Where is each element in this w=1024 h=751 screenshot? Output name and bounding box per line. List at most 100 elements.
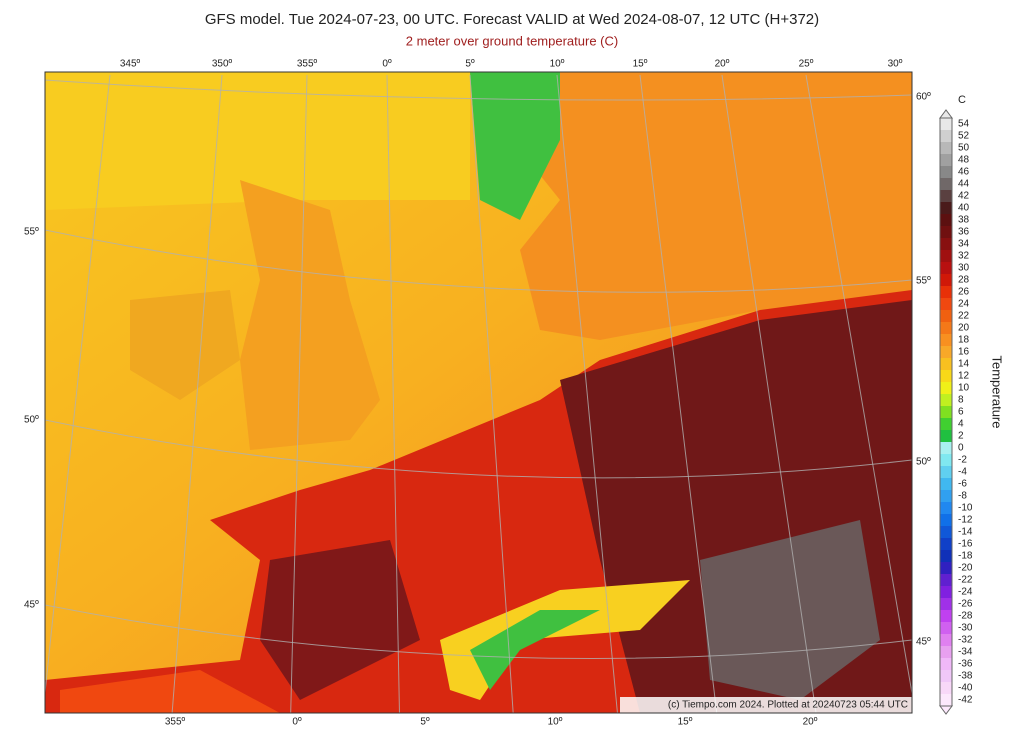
colorbar-label: 22	[958, 311, 970, 322]
colorbar-swatch	[940, 166, 952, 178]
colorbar-label: 50	[958, 143, 970, 154]
colorbar-swatch	[940, 610, 952, 622]
colorbar-swatch	[940, 286, 952, 298]
colorbar-swatch	[940, 694, 952, 706]
subtitle: 2 meter over ground temperature (C)	[406, 33, 618, 48]
colorbar-label: -38	[958, 671, 973, 682]
colorbar-swatch	[940, 598, 952, 610]
lon-label: 25º	[799, 59, 814, 70]
colorbar-unit: C	[958, 94, 966, 106]
colorbar-swatch	[940, 502, 952, 514]
colorbar-swatch	[940, 682, 952, 694]
lat-label: 45º	[24, 600, 39, 611]
colorbar-swatch	[940, 430, 952, 442]
colorbar-label: -20	[958, 563, 973, 574]
colorbar-label: 18	[958, 335, 970, 346]
colorbar-label: 20	[958, 323, 970, 334]
parallels	[45, 79, 912, 660]
meridians	[45, 74, 912, 713]
colorbar-label: 46	[958, 167, 970, 178]
france-south	[260, 540, 420, 700]
colorbar-swatch	[940, 466, 952, 478]
lat-label: 50º	[916, 457, 931, 468]
colorbar-swatch	[940, 394, 952, 406]
map-frame	[44, 71, 913, 714]
colorbar-swatch	[940, 526, 952, 538]
colorbar-swatch	[940, 226, 952, 238]
lon-label: 5º	[420, 717, 430, 728]
lon-label: 355º	[165, 717, 186, 728]
colorbar-swatch	[940, 550, 952, 562]
lon-label: 20º	[715, 59, 730, 70]
colorbar-end	[939, 705, 953, 715]
colorbar-swatch	[940, 370, 952, 382]
colorbar-label: -16	[958, 539, 973, 550]
title: GFS model. Tue 2024-07-23, 00 UTC. Forec…	[205, 11, 819, 28]
colorbar-label: -22	[958, 575, 973, 586]
colorbar-label: -26	[958, 599, 973, 610]
colorbar-swatch	[940, 658, 952, 670]
colorbar-label: 28	[958, 275, 970, 286]
colorbar-swatch	[940, 538, 952, 550]
colorbar-swatch	[940, 586, 952, 598]
colorbar-swatch	[940, 478, 952, 490]
colorbar-title: Temperature	[990, 356, 1005, 429]
colorbar-label: -6	[958, 479, 967, 490]
colorbar-swatch	[940, 634, 952, 646]
colorbar-swatch	[940, 310, 952, 322]
colorbar-swatch	[940, 382, 952, 394]
colorbar-label: -4	[958, 467, 967, 478]
lon-label: 10º	[550, 59, 565, 70]
colorbar-swatch	[940, 118, 952, 130]
colorbar-swatch	[940, 622, 952, 634]
colorbar-label: 16	[958, 347, 970, 358]
lon-label: 15º	[633, 59, 648, 70]
alps	[440, 580, 690, 700]
colorbar-label: -28	[958, 611, 973, 622]
colorbar-swatch	[940, 490, 952, 502]
colorbar-swatch	[940, 298, 952, 310]
colorbar-label: -32	[958, 635, 973, 646]
colorbar-swatch	[940, 574, 952, 586]
colorbar-label: 52	[958, 131, 970, 142]
colorbar-label: 44	[958, 179, 970, 190]
north-sea	[45, 72, 470, 210]
lon-label: 15º	[678, 717, 693, 728]
map: (c) Tiempo.com 2024. Plotted at 20240723…	[45, 72, 912, 713]
colorbar-label: 32	[958, 251, 970, 262]
colorbar-label: 24	[958, 299, 970, 310]
colorbar-swatch	[940, 202, 952, 214]
colorbar-label: -12	[958, 515, 973, 526]
colorbar-label: -14	[958, 527, 973, 538]
colorbar-swatch	[940, 142, 952, 154]
lon-label: 20º	[803, 717, 818, 728]
colorbar-label: -30	[958, 623, 973, 634]
colorbar-swatch	[940, 250, 952, 262]
colorbar-swatch	[940, 442, 952, 454]
colorbar-label: -34	[958, 647, 973, 658]
colorbar-label: -40	[958, 683, 973, 694]
colorbar-label: 0	[958, 443, 964, 454]
colorbar-swatch	[940, 322, 952, 334]
colorbar-label: -10	[958, 503, 973, 514]
hungary	[700, 520, 880, 700]
lon-label: 350º	[212, 59, 233, 70]
colorbar-swatch	[940, 238, 952, 250]
colorbar-label: 12	[958, 371, 970, 382]
colorbar-label: 10	[958, 383, 970, 394]
colorbar-label: -36	[958, 659, 973, 670]
colorbar-label: 42	[958, 191, 970, 202]
colorbar-swatch	[940, 454, 952, 466]
colorbar-label: 54	[958, 119, 970, 130]
colorbar-swatch	[940, 562, 952, 574]
colorbar-swatch	[940, 178, 952, 190]
colorbar-label: 38	[958, 215, 970, 226]
colorbar-swatch	[940, 190, 952, 202]
colorbar-label: 48	[958, 155, 970, 166]
colorbar-swatch	[940, 646, 952, 658]
colorbar-swatch	[940, 262, 952, 274]
alps-peaks	[470, 610, 600, 690]
colorbar-label: 6	[958, 407, 964, 418]
lon-label: 0º	[292, 717, 302, 728]
